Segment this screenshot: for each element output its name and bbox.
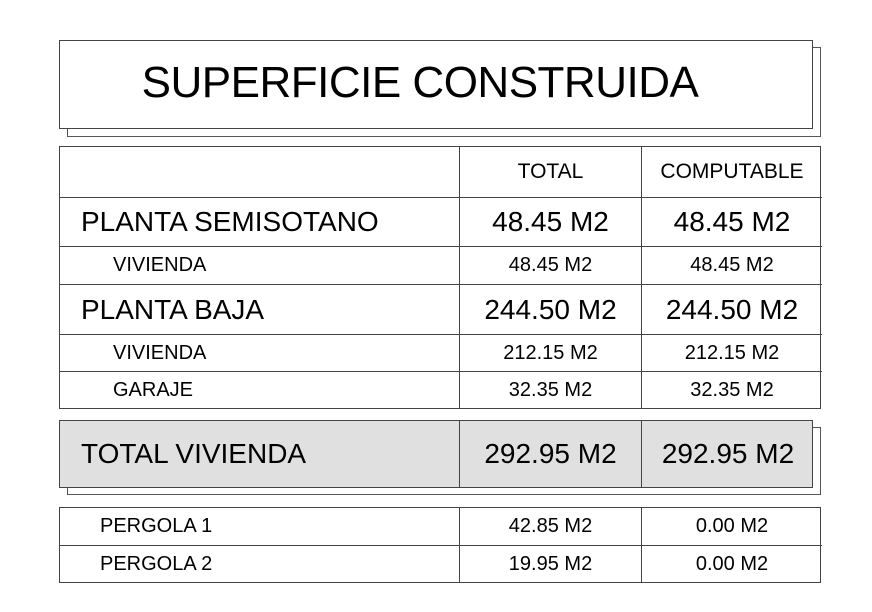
header-total: TOTAL [459,147,641,197]
table-row: VIVIENDA 212.15 M2 212.15 M2 [60,335,822,372]
table-row: VIVIENDA 48.45 M2 48.45 M2 [60,247,822,285]
header-computable: COMPUTABLE [641,147,822,197]
row-total: 19.95 M2 [459,546,641,583]
row-total: 32.35 M2 [459,372,641,409]
total-box: TOTAL VIVIENDA 292.95 M2 292.95 M2 [59,420,813,488]
row-label: PERGOLA 2 [100,553,213,575]
page-title: SUPERFICIE CONSTRUIDA [141,58,699,107]
row-computable: 48.45 M2 [641,247,822,284]
title-box [59,40,813,129]
row-computable: 48.45 M2 [641,198,822,246]
pergola-table: PERGOLA 1 42.85 M2 0.00 M2 PERGOLA 2 19.… [59,507,822,583]
row-label: VIVIENDA [113,341,207,364]
row-total: 244.50 M2 [459,285,641,334]
row-label: PLANTA SEMISOTANO [81,206,379,237]
row-computable: 0.00 M2 [641,508,822,545]
area-table: TOTAL COMPUTABLE PLANTA SEMISOTANO 48.45… [59,146,822,409]
row-label: GARAJE [113,379,194,401]
total-label: TOTAL VIVIENDA [81,438,307,469]
table-row: PLANTA BAJA 244.50 M2 244.50 M2 [60,285,822,335]
row-total: 48.45 M2 [459,198,641,246]
table-row: PLANTA SEMISOTANO 48.45 M2 48.45 M2 [60,198,822,247]
total-total: 292.95 M2 [459,421,641,487]
row-computable: 244.50 M2 [641,285,822,334]
header-empty [60,147,459,197]
total-computable: 292.95 M2 [641,421,814,487]
row-computable: 212.15 M2 [641,335,822,371]
row-total: 212.15 M2 [459,335,641,371]
row-total: 48.45 M2 [459,247,641,284]
row-label: PLANTA BAJA [81,293,265,325]
row-total: 42.85 M2 [459,508,641,545]
row-label: VIVIENDA [113,254,207,276]
table-row: PERGOLA 1 42.85 M2 0.00 M2 [60,508,822,546]
row-label: PERGOLA 1 [100,515,213,537]
row-computable: 0.00 M2 [641,546,822,583]
total-row: TOTAL VIVIENDA 292.95 M2 292.95 M2 [60,421,812,487]
table-row: GARAJE 32.35 M2 32.35 M2 [60,372,822,409]
table-header: TOTAL COMPUTABLE [60,147,822,198]
table-row: PERGOLA 2 19.95 M2 0.00 M2 [60,546,822,583]
row-computable: 32.35 M2 [641,372,822,409]
